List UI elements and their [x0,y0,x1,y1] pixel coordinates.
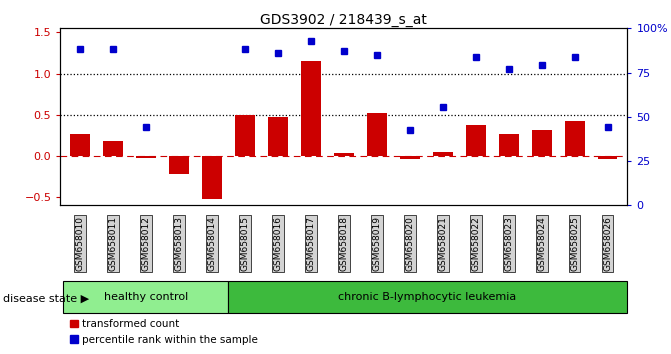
Bar [235,115,255,156]
Bar [367,113,386,156]
Text: GSM658014: GSM658014 [207,216,217,271]
Text: GSM658012: GSM658012 [142,216,150,271]
Text: GSM658015: GSM658015 [240,216,250,271]
Text: GSM658019: GSM658019 [372,216,381,271]
Text: GSM658026: GSM658026 [603,216,612,271]
Text: GSM658021: GSM658021 [438,216,448,271]
Bar [202,156,222,199]
Bar [301,61,321,156]
Title: GDS3902 / 218439_s_at: GDS3902 / 218439_s_at [260,13,427,27]
Bar [433,152,453,156]
Text: GSM658022: GSM658022 [471,216,480,271]
Text: GSM658024: GSM658024 [537,216,546,271]
Text: disease state ▶: disease state ▶ [3,294,89,304]
Bar [228,281,627,313]
Bar [400,156,419,159]
Bar [334,153,354,156]
Text: GSM658025: GSM658025 [570,216,579,271]
Text: GSM658023: GSM658023 [504,216,513,271]
Text: GSM658011: GSM658011 [109,216,117,271]
Bar [169,156,189,174]
Text: GSM658013: GSM658013 [174,216,184,271]
Text: GSM658018: GSM658018 [340,216,348,271]
Bar [565,120,584,156]
Bar [499,134,519,156]
Bar [268,117,288,156]
Text: healthy control: healthy control [104,292,189,302]
Bar [598,156,617,159]
Text: GSM658010: GSM658010 [76,216,85,271]
Text: chronic B-lymphocytic leukemia: chronic B-lymphocytic leukemia [338,292,517,302]
Bar [63,281,228,313]
Bar [532,130,552,156]
Bar [70,134,90,156]
Bar [103,141,123,156]
Legend: transformed count, percentile rank within the sample: transformed count, percentile rank withi… [66,315,262,349]
Bar [466,125,486,156]
Text: GSM658016: GSM658016 [274,216,282,271]
Bar [136,156,156,158]
Text: GSM658017: GSM658017 [307,216,315,271]
Text: GSM658020: GSM658020 [405,216,414,271]
